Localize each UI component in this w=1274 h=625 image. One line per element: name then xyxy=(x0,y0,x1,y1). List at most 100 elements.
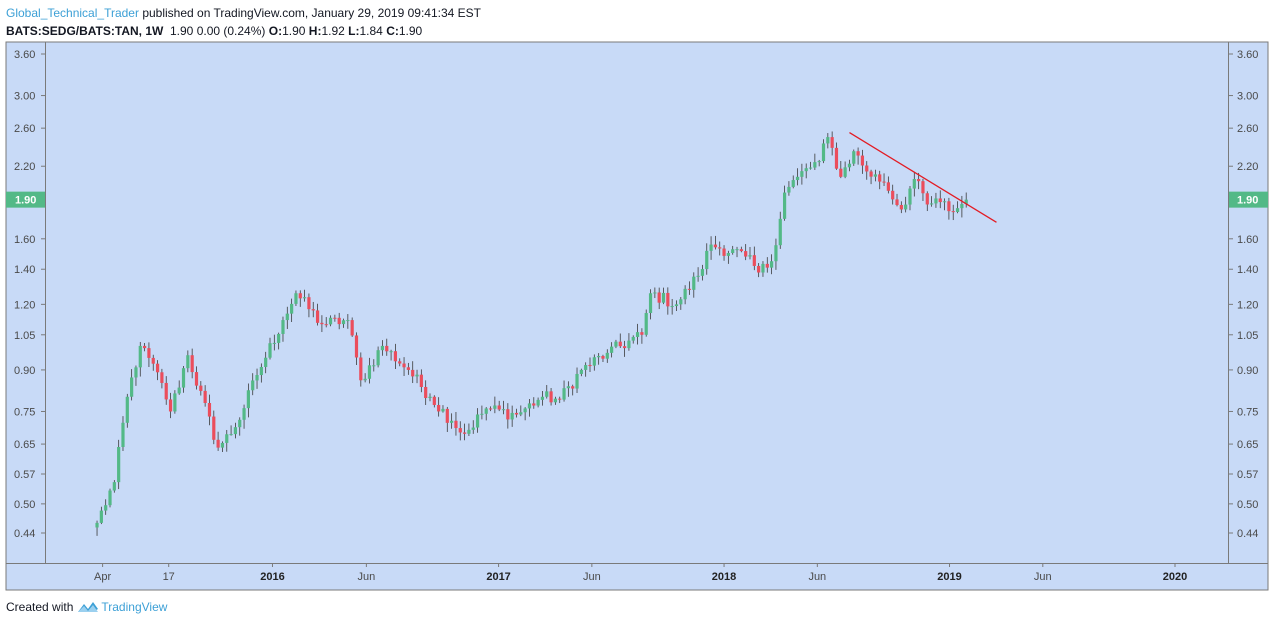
candle xyxy=(350,317,354,337)
candle xyxy=(644,309,648,337)
candle xyxy=(553,396,558,405)
candle-body-up xyxy=(493,405,497,409)
trendline-layer[interactable] xyxy=(849,132,997,223)
candle xyxy=(212,410,216,445)
x-tick-label: 2019 xyxy=(937,571,961,583)
candle-body-up xyxy=(125,396,129,423)
symbol-line: BATS:SEDG/BATS:TAN, 1W 1.90 0.00 (0.24%)… xyxy=(6,22,481,40)
candle xyxy=(415,369,419,384)
candle-body-down xyxy=(899,204,903,210)
candle xyxy=(566,381,570,397)
candle xyxy=(307,293,311,318)
candle xyxy=(830,131,834,156)
candle-body-up xyxy=(285,313,289,321)
candle xyxy=(458,421,462,441)
candle-body-down xyxy=(947,201,951,212)
right-price-axis[interactable]: 0.44 0.50 0.57 0.65 0.75 0.90 1.05 1.20 1.40 1.60… xyxy=(1228,49,1258,540)
candle xyxy=(856,147,860,165)
author-link[interactable]: Global_Technical_Trader xyxy=(6,6,139,20)
candle-body-up xyxy=(246,390,250,409)
candle-body-up xyxy=(441,408,445,412)
candle-body-down xyxy=(571,386,575,389)
candle xyxy=(592,354,596,371)
candle xyxy=(108,488,112,508)
candle-body-up xyxy=(173,393,177,412)
time-axis[interactable]: Apr 17 2016 Jun 2017 Jun 2018 Jun 2019 Jun 2020 xyxy=(94,563,1187,583)
x-tick-label: Apr xyxy=(94,571,111,583)
candle-body-down xyxy=(549,391,553,403)
candle-body-up xyxy=(341,320,346,325)
candle xyxy=(216,431,220,451)
last-price-badge-right xyxy=(1229,191,1268,208)
candle xyxy=(419,369,423,393)
candle xyxy=(674,300,679,312)
y-tick-label: 1.05 xyxy=(1237,330,1258,342)
candle-body-up xyxy=(566,386,570,389)
candle xyxy=(251,373,255,396)
y-tick-label: 0.50 xyxy=(14,499,35,511)
candle xyxy=(627,333,631,351)
candle-body-up xyxy=(272,342,276,344)
candle-body-up xyxy=(700,269,705,276)
y-tick-label: 0.65 xyxy=(1237,439,1258,451)
candle xyxy=(432,395,436,408)
candle-body-up xyxy=(536,399,540,406)
candle xyxy=(579,368,583,377)
candle-body-up xyxy=(484,408,488,414)
candle xyxy=(951,204,955,221)
candle-body-down xyxy=(891,190,895,200)
y-tick-label: 3.00 xyxy=(14,91,35,103)
candle xyxy=(147,342,151,367)
candle-body-up xyxy=(610,346,614,353)
candle xyxy=(899,201,903,214)
candle xyxy=(385,338,389,356)
y-tick-label: 1.20 xyxy=(14,299,35,311)
candle-body-down xyxy=(354,335,359,358)
candle-body-up xyxy=(181,368,186,388)
candle xyxy=(787,181,791,196)
created-with-label: Created with xyxy=(6,600,74,614)
left-price-axis[interactable]: 0.44 0.50 0.57 0.65 0.75 0.90 1.05 1.20 1.40 1.60… xyxy=(14,49,46,540)
candle-body-up xyxy=(450,420,454,423)
candle-body-down xyxy=(506,409,510,420)
y-tick-label: 0.90 xyxy=(1237,365,1258,377)
candle-body-up xyxy=(627,340,631,349)
candle-body-up xyxy=(696,275,700,277)
candle-body-up xyxy=(908,188,912,205)
candle-body-up xyxy=(242,408,246,420)
candle-body-up xyxy=(800,171,804,177)
candle xyxy=(519,405,523,417)
candle xyxy=(696,267,700,282)
candle xyxy=(610,342,614,358)
candle xyxy=(203,385,207,407)
candle-body-up xyxy=(229,434,233,436)
candle-body-up xyxy=(428,396,432,399)
last-price-badge-left xyxy=(6,191,45,208)
candle-body-up xyxy=(302,297,307,299)
candle xyxy=(450,413,454,429)
candle-body-up xyxy=(95,522,99,528)
candle-body-up xyxy=(826,137,830,144)
candle-body-up xyxy=(648,293,653,314)
x-tick-label: Jun xyxy=(583,571,601,583)
candle xyxy=(514,408,519,418)
candle-body-down xyxy=(921,181,925,194)
tradingview-brand[interactable]: TradingView xyxy=(101,600,168,614)
candle xyxy=(160,368,164,389)
y-tick-label: 0.65 xyxy=(14,439,35,451)
candle xyxy=(190,348,194,379)
candle xyxy=(225,429,229,452)
candle xyxy=(536,397,540,408)
quote-change: 1.90 0.00 (0.24%) xyxy=(170,24,266,38)
y-tick-label: 2.20 xyxy=(1237,161,1258,173)
candle-body-up xyxy=(540,396,545,400)
candle-body-up xyxy=(904,204,908,210)
candle xyxy=(930,196,934,207)
candle-body-up xyxy=(631,336,635,341)
candle xyxy=(839,160,843,179)
candle-body-down xyxy=(865,165,869,172)
resistance-trendline[interactable] xyxy=(849,132,997,223)
candle xyxy=(320,315,324,333)
candle-body-down xyxy=(203,390,207,403)
